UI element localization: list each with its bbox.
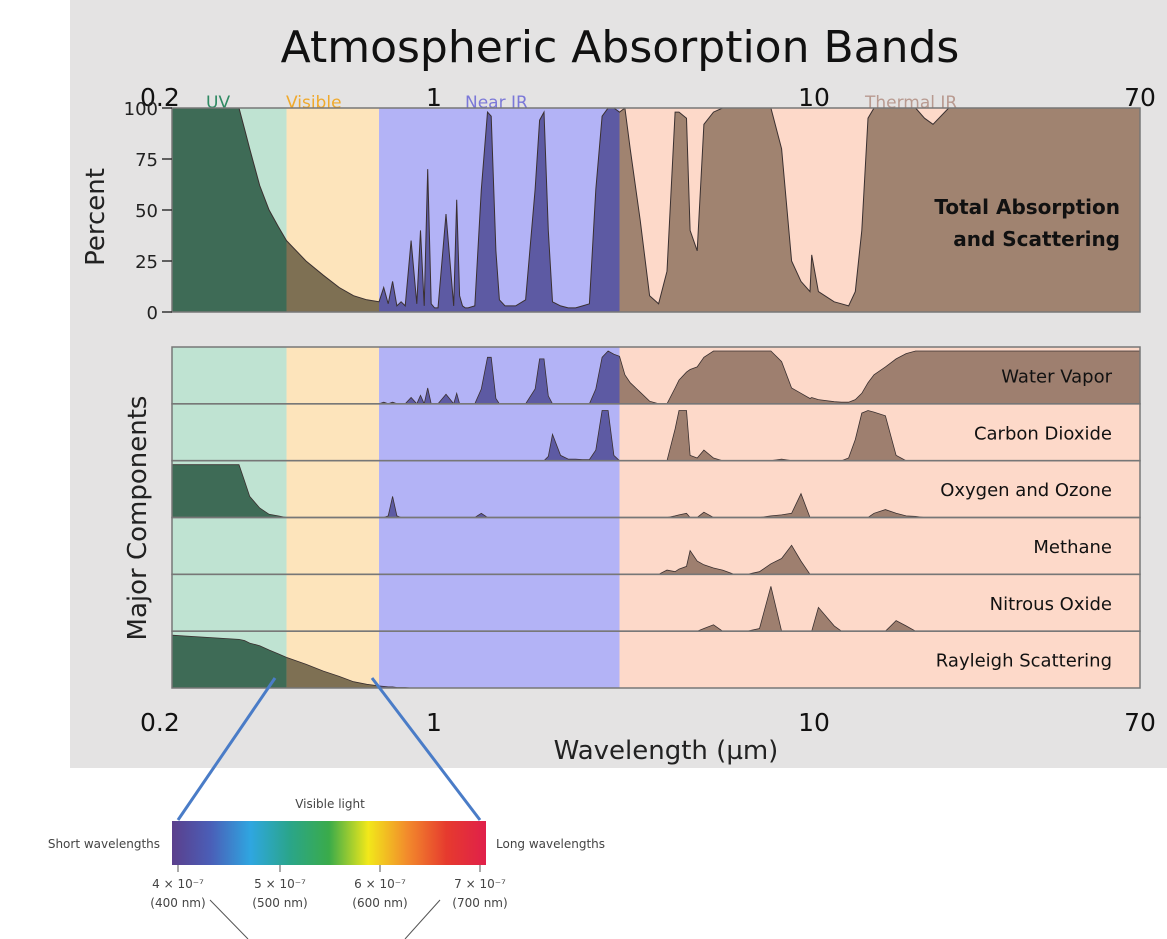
inset-title: Visible light bbox=[295, 797, 365, 811]
visible-light-inset: Visible light Short wavelengths Long wavel… bbox=[48, 677, 605, 939]
total-absorption-label-line-2: and Scattering bbox=[953, 227, 1120, 251]
oxygen-and-ozone-area-thermal-ir bbox=[619, 492, 1140, 518]
total-absorption-panel: 0 25 50 75 100 Total Absorption and Scattering bbox=[124, 99, 1141, 324]
connector-line-left bbox=[176, 677, 277, 821]
y-tick-100: 100 bbox=[124, 99, 158, 120]
total-absorption-area-visible bbox=[286, 239, 380, 312]
top-x-tick-1: 1 bbox=[426, 83, 442, 112]
y-tick-0: 0 bbox=[147, 303, 158, 324]
y-tick-75: 75 bbox=[135, 150, 158, 171]
methane-label: Methane bbox=[1033, 537, 1112, 558]
oxygen-and-ozone-area-uv bbox=[172, 464, 287, 518]
top-x-tick-70: 70 bbox=[1124, 83, 1156, 112]
rayleigh-scattering-area-visible bbox=[286, 656, 380, 689]
x-axis-title: Wavelength (µm) bbox=[554, 736, 779, 766]
carbon-dioxide-label: Carbon Dioxide bbox=[974, 423, 1112, 444]
visible-spectrum-bar bbox=[172, 821, 486, 865]
bottom-x-tick-70: 70 bbox=[1124, 708, 1156, 737]
inset-tick-nm-4: (700 nm) bbox=[452, 896, 507, 910]
total-absorption-area-uv bbox=[172, 108, 287, 312]
y-axis-title-percent: Percent bbox=[81, 168, 111, 266]
bottom-x-tick-0-2: 0.2 bbox=[140, 708, 180, 737]
nitrous-oxide-label: Nitrous Oxide bbox=[990, 594, 1112, 615]
carbon-dioxide-area-thermal-ir bbox=[619, 410, 1140, 461]
rayleigh-scattering-area-uv bbox=[172, 634, 287, 689]
top-x-tick-10: 10 bbox=[798, 83, 830, 112]
chart-title: Atmospheric Absorption Bands bbox=[281, 22, 960, 73]
total-absorption-area-near-ir bbox=[379, 108, 620, 312]
y-tick-50: 50 bbox=[135, 201, 158, 222]
inset-lead-line-left bbox=[209, 899, 249, 939]
y-tick-25: 25 bbox=[135, 252, 158, 273]
water-vapor-label: Water Vapor bbox=[1001, 366, 1112, 387]
inset-tick-nm-3: (600 nm) bbox=[352, 896, 407, 910]
inset-lead-line-right bbox=[404, 899, 441, 939]
nitrous-oxide-area-thermal-ir bbox=[619, 586, 1140, 632]
inset-tick-value-2: 5 × 10⁻⁷ bbox=[254, 877, 306, 891]
inset-short-wavelengths-label: Short wavelengths bbox=[48, 837, 160, 851]
bottom-x-tick-10: 10 bbox=[798, 708, 830, 737]
inset-tick-value-4: 7 × 10⁻⁷ bbox=[454, 877, 506, 891]
inset-long-wavelengths-label: Long wavelengths bbox=[496, 837, 605, 851]
inset-tick-value-1: 4 × 10⁻⁷ bbox=[152, 877, 204, 891]
y-axis-title-components: Major Components bbox=[123, 396, 153, 641]
top-x-tick-0-2: 0.2 bbox=[140, 83, 180, 112]
rayleigh-scattering-label: Rayleigh Scattering bbox=[936, 651, 1112, 672]
connector-line-right bbox=[370, 677, 482, 821]
oxygen-and-ozone-area-near-ir bbox=[379, 496, 620, 518]
carbon-dioxide-area-near-ir bbox=[379, 410, 620, 461]
inset-tick-nm-1: (400 nm) bbox=[150, 896, 205, 910]
inset-tick-nm-2: (500 nm) bbox=[252, 896, 307, 910]
rayleigh-scattering-frame bbox=[171, 630, 1141, 689]
total-absorption-area-thermal-ir bbox=[619, 108, 1140, 312]
oxygen-and-ozone-label: Oxygen and Ozone bbox=[940, 480, 1112, 501]
bottom-x-tick-1: 1 bbox=[426, 708, 442, 737]
total-absorption-label-line-1: Total Absorption bbox=[934, 195, 1120, 219]
water-vapor-area-thermal-ir bbox=[619, 350, 1140, 404]
major-components-panels: Water Vapor Carbon Dioxide Oxygen and Ozon… bbox=[171, 346, 1141, 689]
inset-tick-value-3: 6 × 10⁻⁷ bbox=[354, 877, 406, 891]
